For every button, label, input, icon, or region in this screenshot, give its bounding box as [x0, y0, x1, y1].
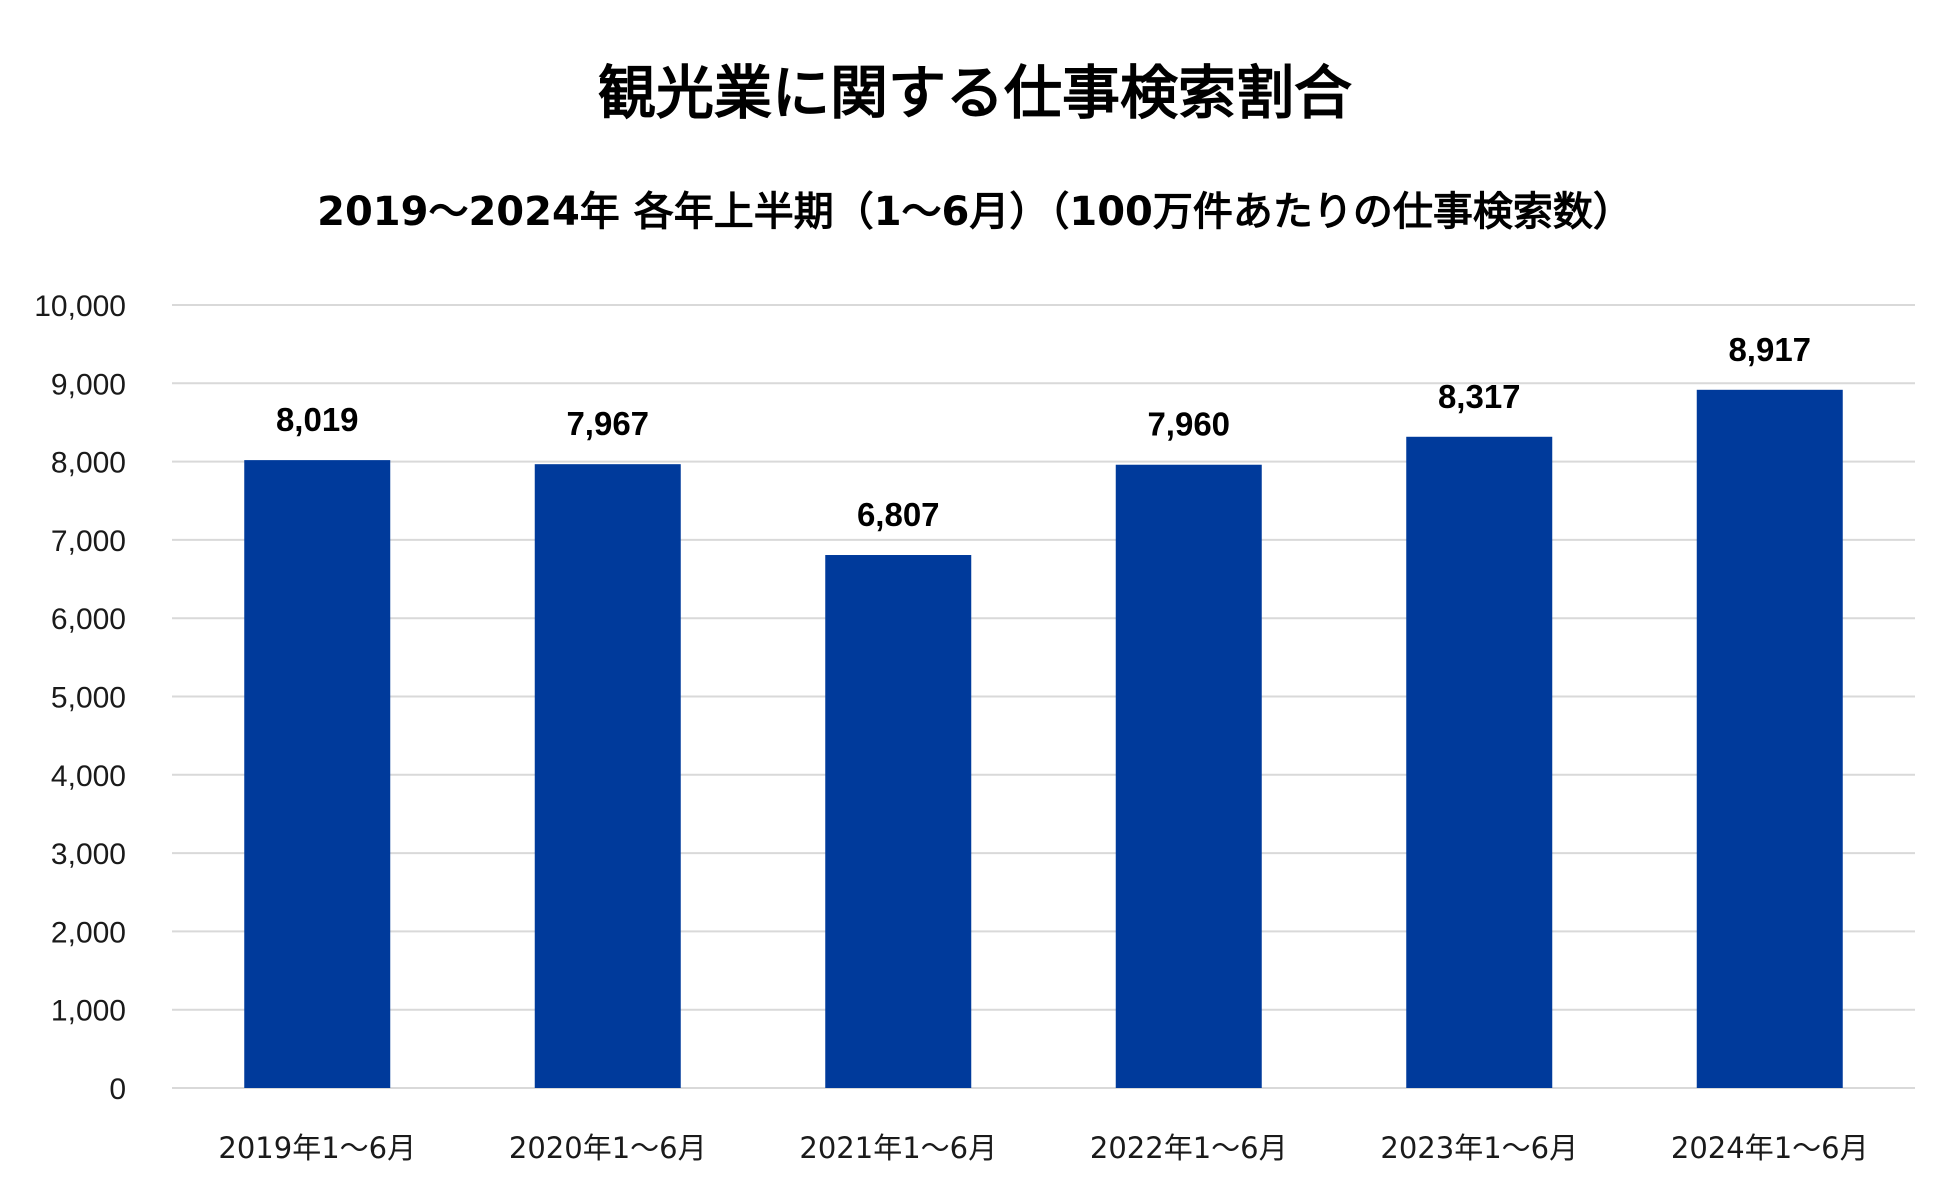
- y-tick-label: 7,000: [51, 525, 126, 558]
- chart-subtitle: 2019〜2024年 各年上半期（1〜6月）（100万件あたりの仕事検索数）: [317, 189, 1633, 235]
- data-labels: 8,019 7,967 6,807 7,960 8,317 8,917: [276, 331, 1811, 533]
- y-tick-label: 3,000: [51, 838, 126, 871]
- y-tick-label: 6,000: [51, 603, 126, 636]
- data-label: 8,019: [276, 401, 359, 438]
- y-axis-tick-labels: 0 1,000 2,000 3,000 4,000 5,000 6,000 7,000 8,00…: [34, 290, 126, 1106]
- bar: [1696, 389, 1843, 1088]
- bar: [244, 460, 391, 1088]
- x-tick-label: 2022年1〜6月: [1090, 1131, 1288, 1165]
- y-tick-label: 9,000: [51, 368, 126, 401]
- bar: [534, 464, 681, 1088]
- x-tick-label: 2019年1〜6月: [218, 1131, 416, 1165]
- y-tick-label: 1,000: [51, 995, 126, 1028]
- x-tick-label: 2020年1〜6月: [509, 1131, 707, 1165]
- data-label: 8,317: [1438, 378, 1521, 415]
- data-label: 7,967: [566, 405, 649, 442]
- x-tick-label: 2023年1〜6月: [1380, 1131, 1578, 1165]
- x-tick-label: 2024年1〜6月: [1671, 1131, 1869, 1165]
- x-axis-tick-labels: 2019年1〜6月 2020年1〜6月 2021年1〜6月 2022年1〜6月 2023…: [218, 1131, 1868, 1165]
- y-tick-label: 2,000: [51, 916, 126, 949]
- data-label: 7,960: [1147, 406, 1230, 443]
- y-tick-label: 0: [109, 1073, 126, 1106]
- bars: [244, 389, 1843, 1088]
- y-tick-label: 4,000: [51, 760, 126, 793]
- bar: [1115, 464, 1262, 1088]
- y-tick-label: 8,000: [51, 447, 126, 480]
- gridlines: [172, 304, 1915, 1089]
- data-label: 8,917: [1728, 331, 1811, 368]
- y-tick-label: 5,000: [51, 682, 126, 715]
- y-tick-label: 10,000: [34, 290, 126, 323]
- x-tick-label: 2021年1〜6月: [799, 1131, 997, 1165]
- bar: [1406, 436, 1553, 1088]
- chart-title: 観光業に関する仕事検索割合: [598, 59, 1352, 127]
- data-label: 6,807: [857, 496, 940, 533]
- bar: [825, 555, 972, 1088]
